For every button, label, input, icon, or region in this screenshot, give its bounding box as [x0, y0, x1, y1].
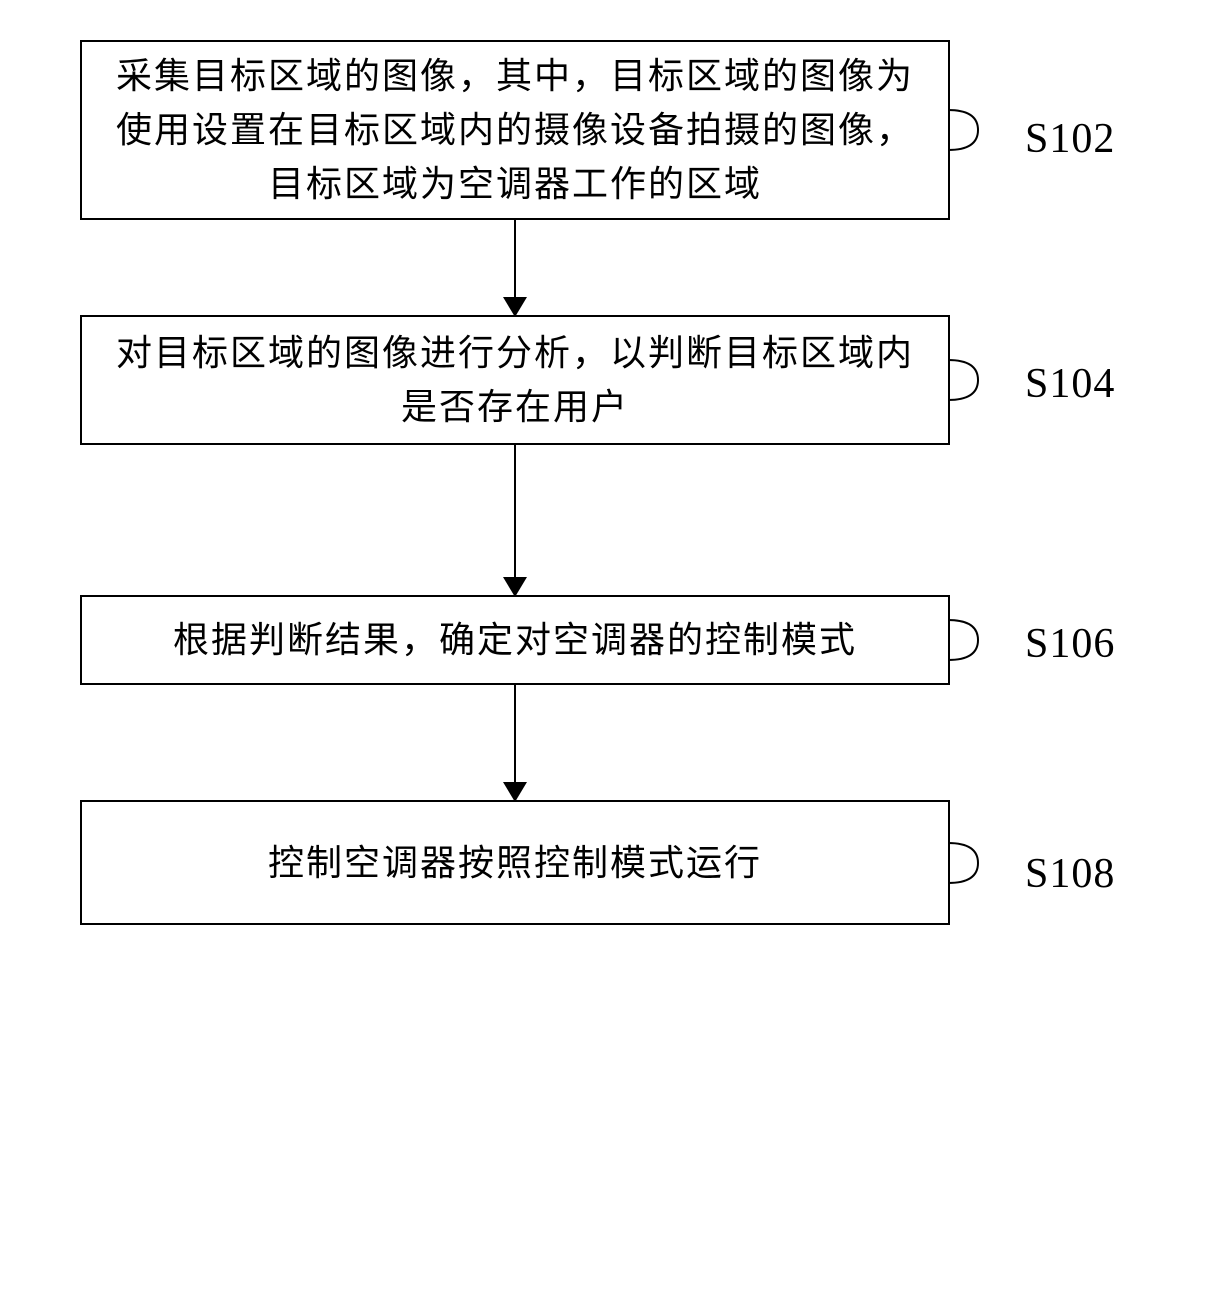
flow-arrow — [514, 685, 516, 800]
flow-step-label: S102 — [1025, 115, 1115, 163]
flow-step-s108: 控制空调器按照控制模式运行 — [80, 800, 950, 925]
flow-step-text: 采集目标区域的图像，其中，目标区域的图像为使用设置在目标区域内的摄像设备拍摄的图… — [112, 49, 918, 211]
flowchart-container: 采集目标区域的图像，其中，目标区域的图像为使用设置在目标区域内的摄像设备拍摄的图… — [80, 40, 1140, 925]
flow-step-text: 控制空调器按照控制模式运行 — [268, 836, 762, 890]
connector-curve-icon — [948, 833, 1008, 893]
flow-step-s106: 根据判断结果，确定对空调器的控制模式 — [80, 595, 950, 685]
connector-curve-icon — [948, 610, 1008, 670]
flow-arrow — [514, 445, 516, 595]
connector-curve-icon — [948, 100, 1008, 160]
flow-step-text: 根据判断结果，确定对空调器的控制模式 — [173, 613, 857, 667]
arrow-container — [80, 685, 950, 800]
arrow-container — [80, 220, 950, 315]
flow-arrow — [514, 220, 516, 315]
arrow-container — [80, 445, 950, 595]
connector-curve-icon — [948, 350, 1008, 410]
flow-step-label: S108 — [1025, 850, 1115, 898]
flow-step-s104: 对目标区域的图像进行分析，以判断目标区域内是否存在用户 — [80, 315, 950, 445]
flow-step-label: S104 — [1025, 360, 1115, 408]
flow-step-label: S106 — [1025, 620, 1115, 668]
flow-step-text: 对目标区域的图像进行分析，以判断目标区域内是否存在用户 — [112, 326, 918, 434]
flow-step-s102: 采集目标区域的图像，其中，目标区域的图像为使用设置在目标区域内的摄像设备拍摄的图… — [80, 40, 950, 220]
